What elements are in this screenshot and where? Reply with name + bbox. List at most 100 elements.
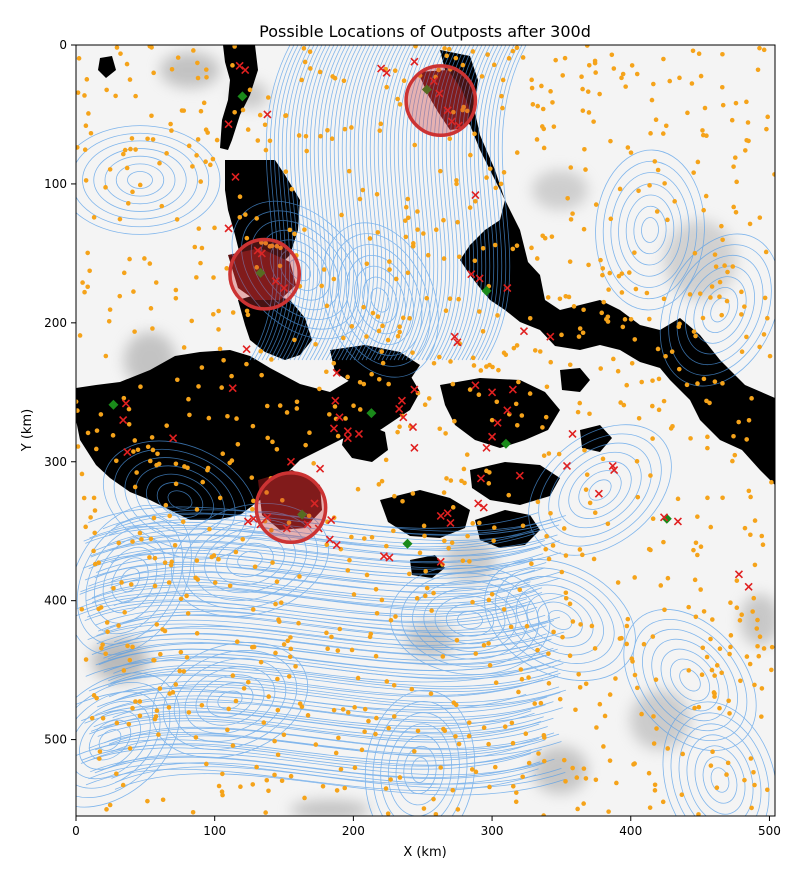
candidate-point <box>94 695 99 701</box>
x-tick-label: 300 <box>481 824 504 838</box>
candidate-point <box>546 451 552 456</box>
candidate-point <box>124 165 130 171</box>
streamline <box>156 482 204 518</box>
candidate-point <box>755 67 761 73</box>
candidate-point <box>624 623 630 629</box>
candidate-point <box>712 694 717 699</box>
candidate-point <box>579 74 584 80</box>
candidate-point <box>415 728 421 734</box>
candidate-point <box>254 216 259 221</box>
candidate-point <box>361 381 367 387</box>
candidate-point <box>745 120 751 125</box>
candidate-point <box>634 458 640 464</box>
candidate-point <box>563 595 569 601</box>
candidate-point <box>76 56 82 61</box>
candidate-point <box>739 612 745 618</box>
candidate-point <box>297 574 302 579</box>
candidate-point <box>529 85 535 91</box>
candidate-point <box>467 205 473 210</box>
candidate-point <box>598 366 603 371</box>
candidate-point <box>742 148 748 153</box>
candidate-point <box>679 792 685 798</box>
red-x-marker <box>241 65 250 75</box>
candidate-point <box>693 540 699 546</box>
candidate-point <box>170 690 176 695</box>
streamline <box>526 593 594 647</box>
candidate-point <box>437 354 442 360</box>
candidate-point <box>663 353 668 359</box>
candidate-point <box>121 395 127 401</box>
candidate-point <box>712 379 718 384</box>
candidate-point <box>607 758 613 763</box>
candidate-point <box>500 77 506 83</box>
candidate-point <box>397 424 402 430</box>
candidate-point <box>524 623 530 629</box>
candidate-point <box>380 323 385 329</box>
red-x-marker <box>519 327 529 336</box>
candidate-point <box>510 740 516 746</box>
candidate-point <box>520 523 526 529</box>
candidate-point <box>487 663 493 668</box>
candidate-point <box>532 348 538 353</box>
candidate-point <box>591 119 596 124</box>
candidate-point <box>587 500 593 506</box>
candidate-point <box>125 643 130 649</box>
candidate-point <box>529 245 534 251</box>
candidate-point <box>527 391 533 396</box>
candidate-point <box>567 601 573 607</box>
streamline <box>171 503 329 617</box>
candidate-point <box>454 181 459 187</box>
candidate-point <box>385 811 391 816</box>
candidate-point <box>173 287 179 293</box>
streamline <box>76 681 171 799</box>
candidate-point <box>699 672 705 678</box>
streamline <box>701 287 739 333</box>
red-x-marker <box>329 424 339 433</box>
red-x-marker <box>410 385 419 394</box>
red-x-marker <box>332 368 341 377</box>
candidate-point <box>304 148 310 154</box>
candidate-point <box>586 110 592 115</box>
candidate-point <box>755 643 760 649</box>
streamline <box>76 504 192 656</box>
candidate-point <box>486 641 491 646</box>
candidate-point <box>601 299 607 305</box>
candidate-point <box>460 558 466 564</box>
candidate-point <box>296 133 302 138</box>
candidate-point <box>131 449 136 454</box>
streamline <box>273 45 315 361</box>
candidate-point <box>541 813 546 816</box>
candidate-point <box>440 654 446 659</box>
streamline <box>341 45 383 361</box>
candidate-point <box>692 577 698 583</box>
candidate-point <box>649 97 655 103</box>
candidate-point <box>441 256 447 261</box>
candidate-point <box>269 357 274 362</box>
candidate-point <box>441 217 446 223</box>
streamline <box>76 132 210 228</box>
red-x-marker <box>382 68 391 77</box>
candidate-point <box>361 304 366 310</box>
streamline <box>109 611 561 634</box>
candidate-point <box>345 710 351 715</box>
candidate-point <box>265 95 271 100</box>
candidate-point <box>577 685 583 690</box>
candidate-point <box>607 270 613 276</box>
candidate-point <box>548 89 553 94</box>
candidate-point <box>240 536 246 542</box>
streamline <box>261 45 303 361</box>
candidate-point <box>436 67 441 73</box>
candidate-point <box>742 525 748 531</box>
candidate-point <box>424 585 430 591</box>
candidate-point <box>655 346 661 352</box>
candidate-point <box>467 387 473 392</box>
candidate-point <box>148 306 154 311</box>
candidate-point <box>567 259 573 264</box>
candidate-point <box>397 775 403 780</box>
candidate-point <box>717 705 722 711</box>
candidate-point <box>194 275 199 280</box>
candidate-point <box>417 550 423 556</box>
candidate-point <box>565 196 570 201</box>
candidate-point <box>431 590 436 596</box>
candidate-point <box>586 262 591 268</box>
